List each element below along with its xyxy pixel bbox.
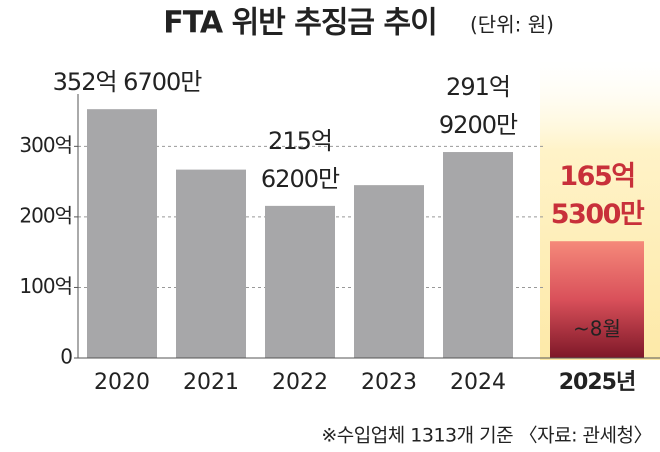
x-tick-label: 2025년 — [559, 370, 635, 395]
value-label-line: 291억 — [446, 73, 510, 101]
value-label: 352억 6700만 — [53, 68, 203, 96]
value-label: 165억 5300만 — [551, 161, 645, 230]
bar — [176, 169, 246, 358]
x-tick-label: 2023 — [361, 370, 417, 395]
bar — [443, 152, 513, 358]
bar — [550, 241, 644, 358]
y-tick-label: 100억 — [19, 274, 72, 298]
bar — [354, 185, 424, 358]
note: ※수입업체 1313개 기준 〈자료: 관세청〉 — [321, 425, 652, 447]
y-tick-label: 200억 — [19, 203, 72, 227]
x-tick-label: 2024 — [450, 370, 506, 395]
value-label-line: 9200만 — [439, 111, 518, 139]
chart-subtitle: (단위: 원) — [470, 13, 554, 37]
annotation: ~8월 — [573, 317, 621, 341]
y-tick-label: 0 — [60, 345, 72, 369]
value-label: 291억 9200만 — [439, 73, 518, 139]
x-tick-label: 2021 — [183, 370, 239, 395]
bar — [87, 109, 157, 358]
x-tick-label: 2020 — [94, 370, 150, 395]
bar — [265, 205, 335, 358]
value-label-line: 215억 — [268, 127, 332, 155]
chart-title: FTA 위반 추징금 추이 — [163, 6, 436, 41]
value-label-line: 6200만 — [261, 165, 340, 193]
y-tick-label: 300억 — [19, 133, 72, 157]
value-label-line: 5300만 — [551, 199, 645, 230]
value-label: 215억 6200만 — [261, 127, 340, 193]
x-tick-label: 2022 — [272, 370, 328, 395]
value-label-line: 165억 — [559, 161, 634, 192]
